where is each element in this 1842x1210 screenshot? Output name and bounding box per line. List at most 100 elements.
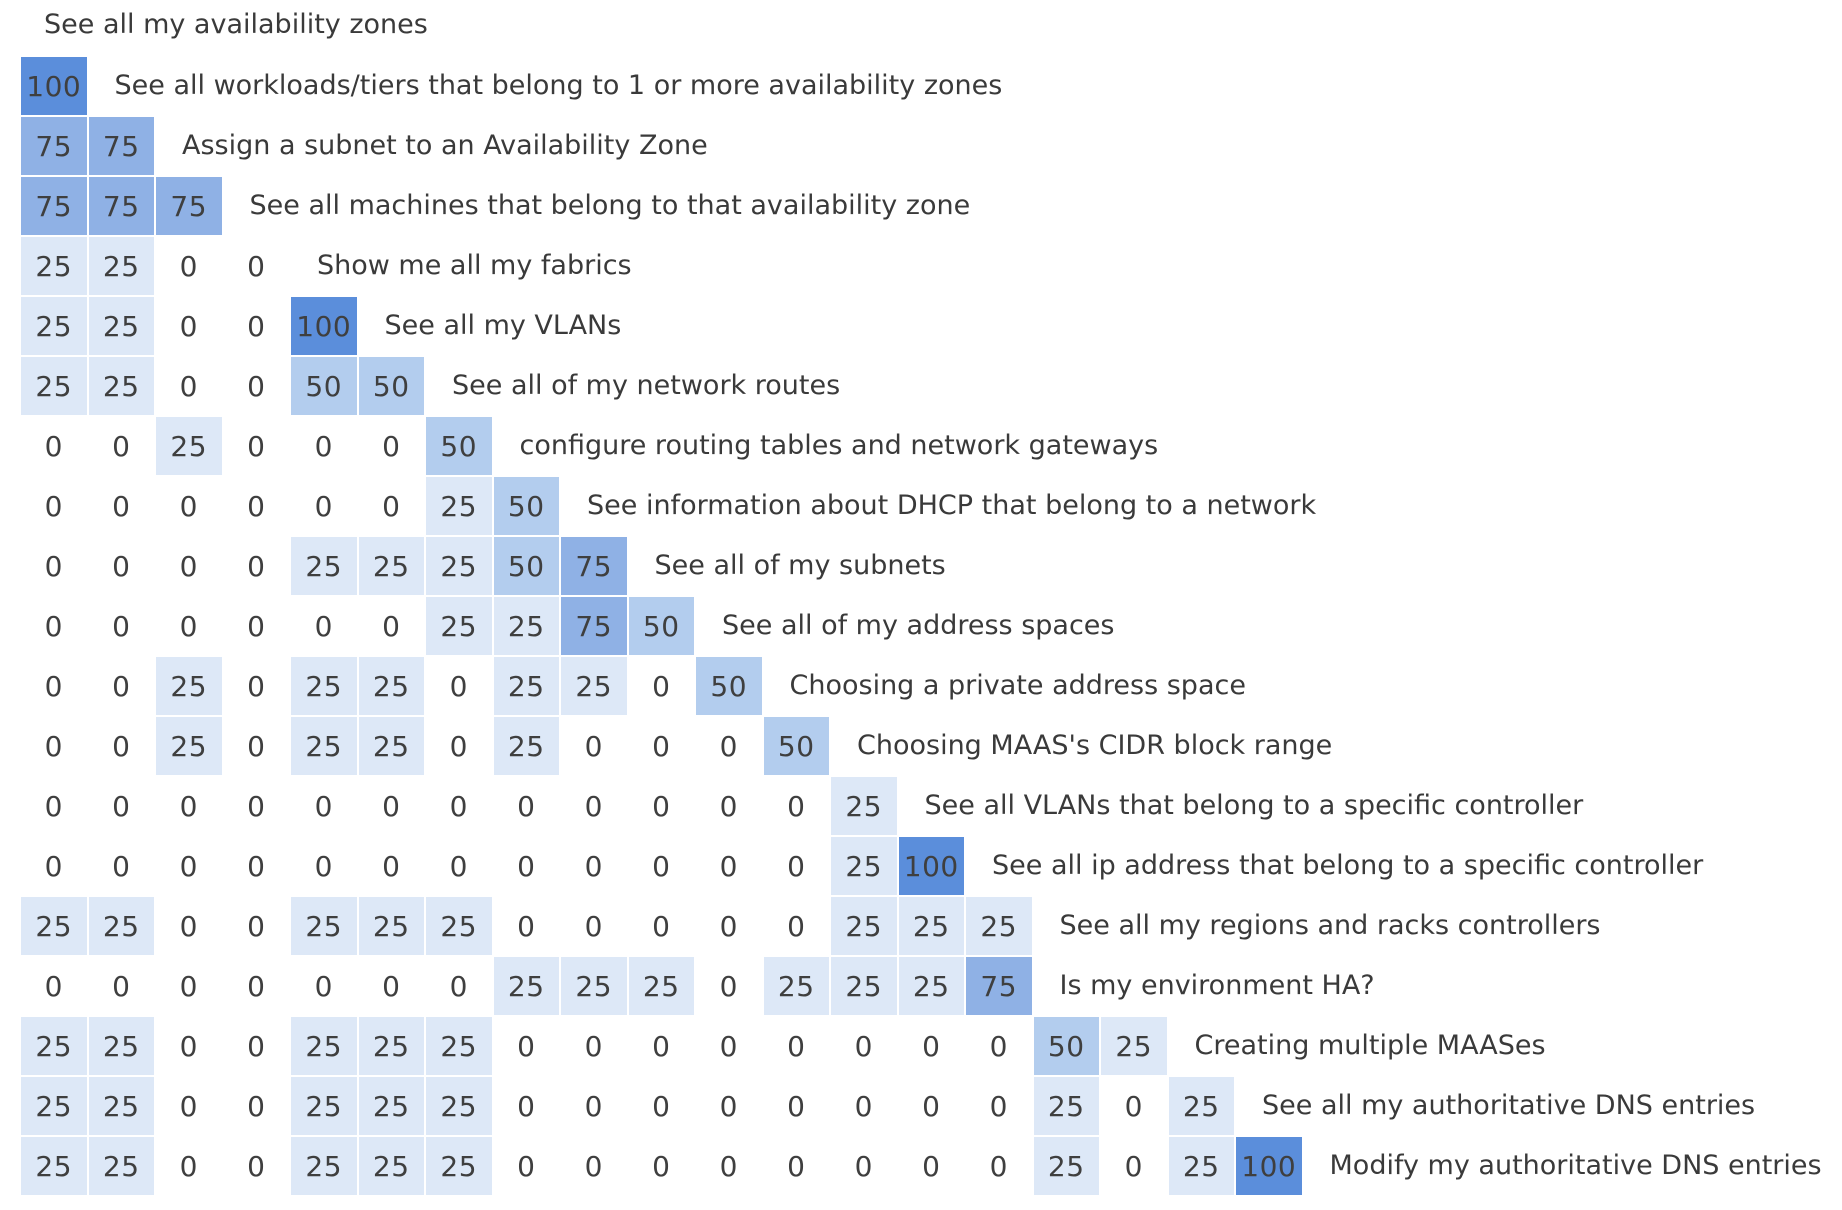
matrix-cell: 0 [627, 1136, 695, 1196]
matrix-cell: 0 [222, 536, 290, 596]
matrix-cell: 50 [762, 716, 830, 776]
matrix-cell: 0 [87, 776, 155, 836]
row-label: See information about DHCP that belong t… [587, 490, 1317, 521]
matrix-cell: 75 [560, 596, 628, 656]
row-label: See all machines that belong to that ava… [249, 190, 971, 221]
row-label: See all of my network routes [452, 370, 841, 401]
matrix-cell: 0 [492, 1016, 560, 1076]
matrix-cell: 25 [830, 896, 898, 956]
matrix-cell: 0 [155, 896, 223, 956]
matrix-cell: 0 [560, 716, 628, 776]
matrix-cell: 0 [222, 776, 290, 836]
matrix-cell: 25 [1167, 1076, 1235, 1136]
matrix-cell: 0 [222, 956, 290, 1016]
matrix-cell: 0 [425, 776, 493, 836]
matrix-cell: 25 [425, 1076, 493, 1136]
matrix-cell: 0 [87, 596, 155, 656]
matrix-cell: 0 [222, 416, 290, 476]
matrix-cell: 0 [87, 416, 155, 476]
matrix-cell: 0 [357, 776, 425, 836]
row-label: Assign a subnet to an Availability Zone [182, 130, 708, 161]
matrix-cell: 0 [155, 596, 223, 656]
matrix-cell: 0 [627, 836, 695, 896]
matrix-cell: 25 [425, 596, 493, 656]
row-label: Choosing MAAS's CIDR block range [857, 730, 1333, 761]
matrix-cell: 25 [492, 956, 560, 1016]
matrix-cell: 25 [425, 476, 493, 536]
matrix-cell: 0 [87, 536, 155, 596]
matrix-cell: 25 [492, 596, 560, 656]
matrix-cell: 0 [830, 1076, 898, 1136]
matrix-cell: 0 [290, 596, 358, 656]
matrix-cell: 75 [20, 176, 88, 236]
matrix-cell: 25 [425, 1136, 493, 1196]
matrix-cell: 0 [425, 836, 493, 896]
matrix-cell: 25 [357, 716, 425, 776]
matrix-cell: 0 [20, 656, 88, 716]
row-label: See all my regions and racks controllers [1059, 910, 1601, 941]
matrix-cell: 0 [87, 716, 155, 776]
matrix-cell: 0 [695, 1016, 763, 1076]
matrix-cell: 25 [425, 1016, 493, 1076]
matrix-cell: 0 [897, 1016, 965, 1076]
matrix-cell: 0 [20, 416, 88, 476]
matrix-cell: 0 [762, 836, 830, 896]
matrix-cell: 0 [560, 1016, 628, 1076]
row-label: configure routing tables and network gat… [519, 430, 1159, 461]
matrix-cell: 50 [425, 416, 493, 476]
matrix-cell: 0 [492, 776, 560, 836]
row-label: Modify my authoritative DNS entries [1329, 1150, 1822, 1181]
matrix-cell: 25 [425, 536, 493, 596]
matrix-cell: 0 [560, 776, 628, 836]
row-label: Is my environment HA? [1059, 970, 1375, 1001]
matrix-title: See all my availability zones [44, 9, 428, 40]
matrix-cell: 0 [560, 836, 628, 896]
matrix-cell: 0 [222, 896, 290, 956]
matrix-cell: 0 [762, 1136, 830, 1196]
row-label: Creating multiple MAASes [1194, 1030, 1546, 1061]
row-label: See all VLANs that belong to a specific … [924, 790, 1584, 821]
matrix-cell: 0 [20, 776, 88, 836]
matrix-cell: 25 [290, 896, 358, 956]
matrix-cell: 0 [290, 836, 358, 896]
matrix-cell: 0 [492, 896, 560, 956]
matrix-cell: 25 [20, 236, 88, 296]
matrix-cell: 25 [830, 776, 898, 836]
matrix-cell: 25 [762, 956, 830, 1016]
matrix-cell: 0 [627, 1016, 695, 1076]
row-label: See all my VLANs [384, 310, 622, 341]
matrix-cell: 0 [357, 416, 425, 476]
matrix-cell: 25 [627, 956, 695, 1016]
matrix-cell: 25 [20, 1076, 88, 1136]
matrix-cell: 50 [492, 536, 560, 596]
matrix-cell: 0 [87, 956, 155, 1016]
matrix-cell: 0 [627, 1076, 695, 1136]
row-label: See all ip address that belong to a spec… [992, 850, 1704, 881]
matrix-cell: 25 [1032, 1136, 1100, 1196]
matrix-cell: 25 [357, 1076, 425, 1136]
matrix-cell: 25 [20, 1016, 88, 1076]
matrix-cell: 50 [290, 356, 358, 416]
row-label: See all my authoritative DNS entries [1262, 1090, 1756, 1121]
matrix-cell: 0 [222, 836, 290, 896]
matrix-cell: 0 [222, 656, 290, 716]
matrix-cell: 25 [830, 956, 898, 1016]
matrix-cell: 25 [357, 896, 425, 956]
matrix-cell: 25 [1167, 1136, 1235, 1196]
matrix-cell: 25 [20, 296, 88, 356]
matrix-cell: 0 [87, 836, 155, 896]
row-label: See all of my subnets [654, 550, 946, 581]
matrix-cell: 0 [222, 1076, 290, 1136]
matrix-cell: 0 [20, 476, 88, 536]
row-label: See all of my address spaces [722, 610, 1115, 641]
matrix-cell: 0 [357, 836, 425, 896]
matrix-cell: 0 [425, 656, 493, 716]
matrix-cell: 25 [155, 656, 223, 716]
matrix-cell: 0 [155, 356, 223, 416]
matrix-cell: 0 [492, 1076, 560, 1136]
matrix-cell: 0 [695, 956, 763, 1016]
matrix-cell: 50 [492, 476, 560, 536]
matrix-cell: 25 [357, 1136, 425, 1196]
matrix-cell: 50 [627, 596, 695, 656]
